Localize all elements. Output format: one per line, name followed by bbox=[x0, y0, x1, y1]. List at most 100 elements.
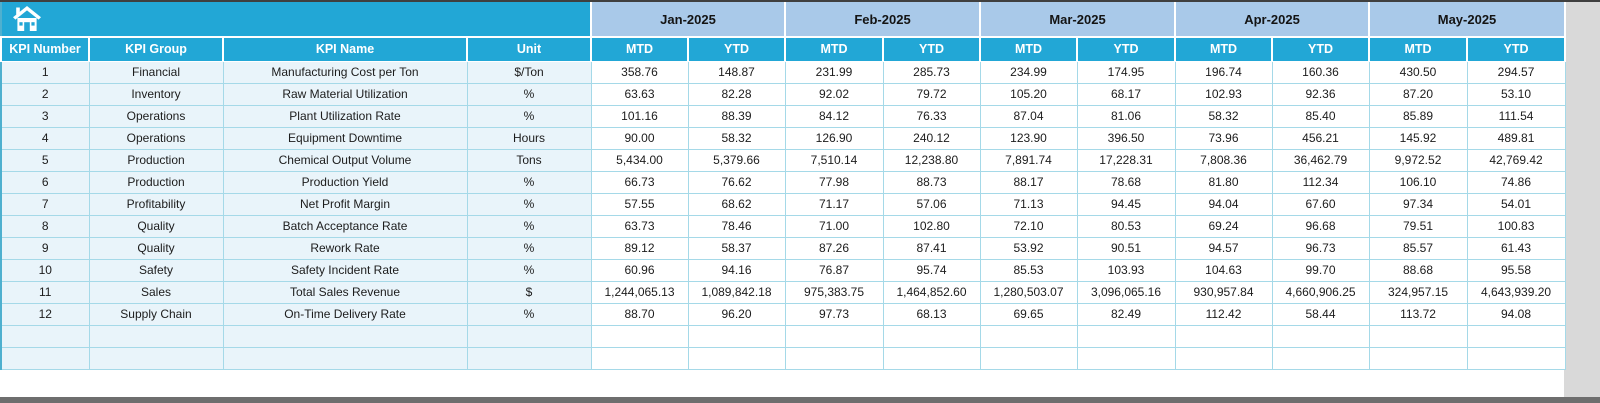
value-cell[interactable]: 396.50 bbox=[1076, 126, 1176, 150]
unit-cell[interactable]: Tons bbox=[466, 148, 592, 172]
value-cell[interactable]: 80.53 bbox=[1076, 214, 1176, 238]
value-cell[interactable]: 67.60 bbox=[1271, 192, 1370, 216]
value-cell[interactable]: 53.92 bbox=[979, 236, 1078, 260]
kpi-number-cell[interactable]: 2 bbox=[0, 82, 90, 106]
value-cell[interactable]: 79.51 bbox=[1368, 214, 1468, 238]
value-cell[interactable]: 231.99 bbox=[784, 60, 884, 84]
empty-value-cell[interactable] bbox=[1076, 324, 1176, 348]
unit-cell[interactable]: % bbox=[466, 258, 592, 282]
empty-value-cell[interactable] bbox=[1174, 324, 1273, 348]
kpi-name-cell[interactable]: Production Yield bbox=[222, 170, 468, 194]
month-header-apr-2025[interactable]: Apr-2025 bbox=[1173, 2, 1371, 38]
value-cell[interactable]: 71.13 bbox=[979, 192, 1078, 216]
kpi-group-cell[interactable]: Quality bbox=[88, 236, 224, 260]
value-cell[interactable]: 358.76 bbox=[590, 60, 689, 84]
value-cell[interactable]: 95.74 bbox=[882, 258, 981, 282]
empty-value-cell[interactable] bbox=[979, 324, 1078, 348]
value-cell[interactable]: 111.54 bbox=[1466, 104, 1566, 128]
empty-value-cell[interactable] bbox=[687, 346, 786, 370]
value-cell[interactable]: 88.73 bbox=[882, 170, 981, 194]
value-cell[interactable]: 1,244,065.13 bbox=[590, 280, 689, 304]
header-unit[interactable]: Unit bbox=[466, 37, 592, 62]
value-cell[interactable]: 84.12 bbox=[784, 104, 884, 128]
subheader-jan-2025-ytd[interactable]: YTD bbox=[687, 37, 786, 62]
value-cell[interactable]: 174.95 bbox=[1076, 60, 1176, 84]
kpi-name-cell[interactable]: Chemical Output Volume bbox=[222, 148, 468, 172]
value-cell[interactable]: 489.81 bbox=[1466, 126, 1566, 150]
value-cell[interactable]: 196.74 bbox=[1174, 60, 1273, 84]
month-header-jan-2025[interactable]: Jan-2025 bbox=[590, 2, 786, 38]
value-cell[interactable]: 100.83 bbox=[1466, 214, 1566, 238]
value-cell[interactable]: 7,510.14 bbox=[784, 148, 884, 172]
value-cell[interactable]: 102.93 bbox=[1174, 82, 1273, 106]
value-cell[interactable]: 1,464,852.60 bbox=[882, 280, 981, 304]
value-cell[interactable]: 69.24 bbox=[1174, 214, 1273, 238]
value-cell[interactable]: 63.63 bbox=[590, 82, 689, 106]
unit-cell[interactable]: % bbox=[466, 170, 592, 194]
value-cell[interactable]: 85.53 bbox=[979, 258, 1078, 282]
value-cell[interactable]: 66.73 bbox=[590, 170, 689, 194]
kpi-number-cell[interactable]: 9 bbox=[0, 236, 90, 260]
subheader-may-2025-mtd[interactable]: MTD bbox=[1368, 37, 1469, 62]
value-cell[interactable]: 87.41 bbox=[882, 236, 981, 260]
kpi-number-cell[interactable]: 12 bbox=[0, 302, 90, 326]
empty-label-cell[interactable] bbox=[466, 324, 592, 348]
value-cell[interactable]: 53.10 bbox=[1466, 82, 1566, 106]
empty-label-cell[interactable] bbox=[88, 324, 224, 348]
subheader-feb-2025-ytd[interactable]: YTD bbox=[882, 37, 981, 62]
month-header-may-2025[interactable]: May-2025 bbox=[1368, 2, 1567, 38]
kpi-group-cell[interactable]: Inventory bbox=[88, 82, 224, 106]
value-cell[interactable]: 88.68 bbox=[1368, 258, 1468, 282]
value-cell[interactable]: 85.89 bbox=[1368, 104, 1468, 128]
subheader-mar-2025-ytd[interactable]: YTD bbox=[1076, 37, 1176, 62]
empty-value-cell[interactable] bbox=[687, 324, 786, 348]
kpi-group-cell[interactable]: Financial bbox=[88, 60, 224, 84]
kpi-name-cell[interactable]: Manufacturing Cost per Ton bbox=[222, 60, 468, 84]
value-cell[interactable]: 72.10 bbox=[979, 214, 1078, 238]
value-cell[interactable]: 88.39 bbox=[687, 104, 786, 128]
kpi-number-cell[interactable]: 7 bbox=[0, 192, 90, 216]
value-cell[interactable]: 324,957.15 bbox=[1368, 280, 1468, 304]
value-cell[interactable]: 95.58 bbox=[1466, 258, 1566, 282]
value-cell[interactable]: 145.92 bbox=[1368, 126, 1468, 150]
empty-value-cell[interactable] bbox=[1466, 346, 1566, 370]
value-cell[interactable]: 94.57 bbox=[1174, 236, 1273, 260]
value-cell[interactable]: 430.50 bbox=[1368, 60, 1468, 84]
value-cell[interactable]: 113.72 bbox=[1368, 302, 1468, 326]
value-cell[interactable]: 99.70 bbox=[1271, 258, 1370, 282]
empty-label-cell[interactable] bbox=[88, 346, 224, 370]
value-cell[interactable]: 4,643,939.20 bbox=[1466, 280, 1566, 304]
unit-cell[interactable]: % bbox=[466, 82, 592, 106]
value-cell[interactable]: 85.40 bbox=[1271, 104, 1370, 128]
kpi-name-cell[interactable]: Rework Rate bbox=[222, 236, 468, 260]
value-cell[interactable]: 79.72 bbox=[882, 82, 981, 106]
empty-value-cell[interactable] bbox=[590, 324, 689, 348]
kpi-number-cell[interactable]: 6 bbox=[0, 170, 90, 194]
value-cell[interactable]: 101.16 bbox=[590, 104, 689, 128]
value-cell[interactable]: 96.68 bbox=[1271, 214, 1370, 238]
kpi-group-cell[interactable]: Production bbox=[88, 170, 224, 194]
empty-label-cell[interactable] bbox=[0, 346, 90, 370]
value-cell[interactable]: 96.73 bbox=[1271, 236, 1370, 260]
kpi-number-cell[interactable]: 8 bbox=[0, 214, 90, 238]
value-cell[interactable]: 68.62 bbox=[687, 192, 786, 216]
header-kpi-name[interactable]: KPI Name bbox=[222, 37, 468, 62]
value-cell[interactable]: 105.20 bbox=[979, 82, 1078, 106]
value-cell[interactable]: 58.32 bbox=[687, 126, 786, 150]
empty-label-cell[interactable] bbox=[0, 324, 90, 348]
value-cell[interactable]: 94.04 bbox=[1174, 192, 1273, 216]
value-cell[interactable]: 68.17 bbox=[1076, 82, 1176, 106]
kpi-name-cell[interactable]: Raw Material Utilization bbox=[222, 82, 468, 106]
value-cell[interactable]: 1,089,842.18 bbox=[687, 280, 786, 304]
empty-label-cell[interactable] bbox=[222, 324, 468, 348]
value-cell[interactable]: 285.73 bbox=[882, 60, 981, 84]
kpi-group-cell[interactable]: Sales bbox=[88, 280, 224, 304]
unit-cell[interactable]: % bbox=[466, 192, 592, 216]
unit-cell[interactable]: % bbox=[466, 214, 592, 238]
empty-value-cell[interactable] bbox=[1174, 346, 1273, 370]
value-cell[interactable]: 1,280,503.07 bbox=[979, 280, 1078, 304]
empty-label-cell[interactable] bbox=[466, 346, 592, 370]
kpi-number-cell[interactable]: 4 bbox=[0, 126, 90, 150]
value-cell[interactable]: 57.06 bbox=[882, 192, 981, 216]
value-cell[interactable]: 930,957.84 bbox=[1174, 280, 1273, 304]
